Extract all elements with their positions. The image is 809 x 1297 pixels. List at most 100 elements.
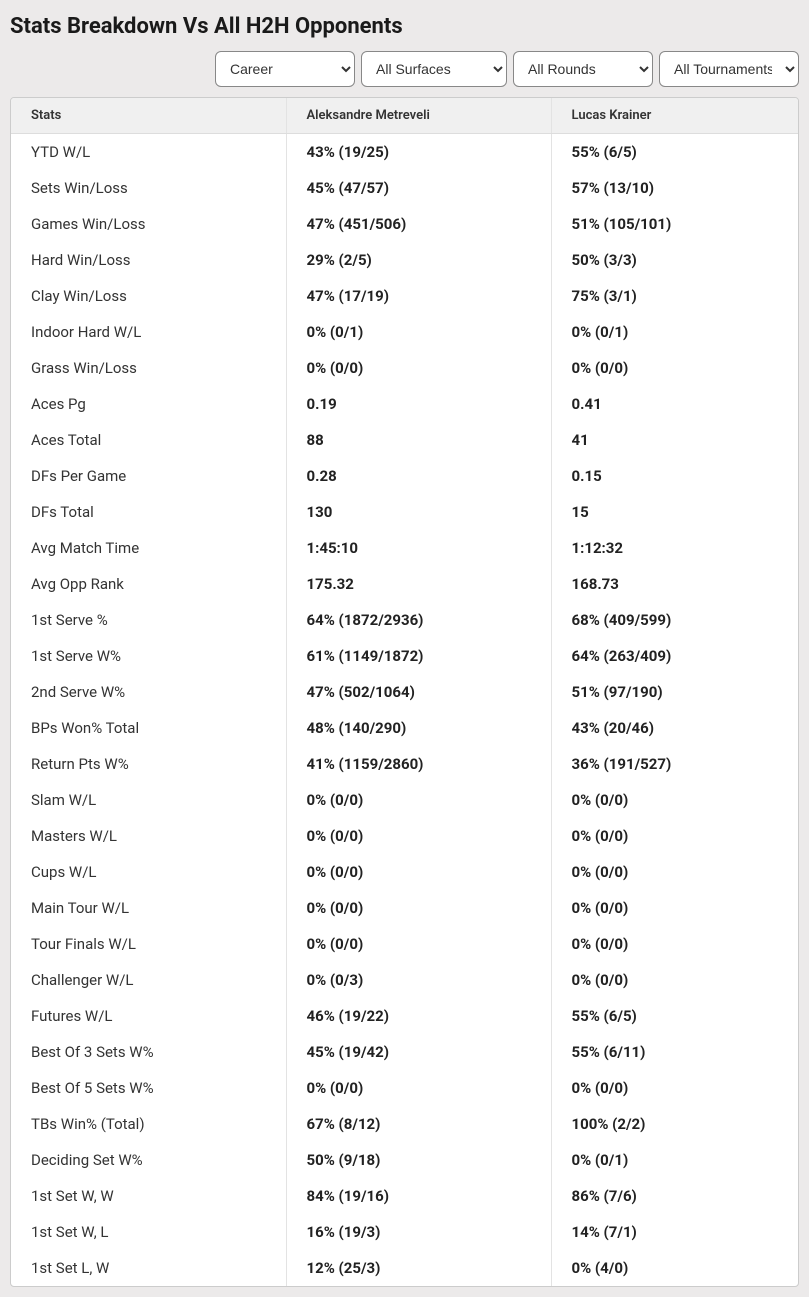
player2-value: 0% (0/0): [551, 1070, 798, 1106]
player1-value: 46% (19/22): [286, 998, 551, 1034]
player2-value: 100% (2/2): [551, 1106, 798, 1142]
player1-value: 47% (17/19): [286, 278, 551, 314]
table-row: 1st Set L, W12% (25/3)0% (4/0): [11, 1250, 798, 1286]
player2-value: 55% (6/5): [551, 998, 798, 1034]
table-row: Aces Total8841: [11, 422, 798, 458]
stat-label: Grass Win/Loss: [11, 350, 286, 386]
player2-value: 0% (0/1): [551, 1142, 798, 1178]
stat-label: 2nd Serve W%: [11, 674, 286, 710]
table-row: YTD W/L43% (19/25)55% (6/5): [11, 134, 798, 171]
table-row: Tour Finals W/L0% (0/0)0% (0/0): [11, 926, 798, 962]
player1-value: 1:45:10: [286, 530, 551, 566]
stat-label: 1st Serve W%: [11, 638, 286, 674]
stat-label: Aces Total: [11, 422, 286, 458]
player1-value: 64% (1872/2936): [286, 602, 551, 638]
player1-value: 50% (9/18): [286, 1142, 551, 1178]
table-row: Aces Pg0.190.41: [11, 386, 798, 422]
stat-label: Futures W/L: [11, 998, 286, 1034]
table-row: Best Of 3 Sets W%45% (19/42)55% (6/11): [11, 1034, 798, 1070]
stat-label: Challenger W/L: [11, 962, 286, 998]
player1-value: 0% (0/1): [286, 314, 551, 350]
player1-value: 88: [286, 422, 551, 458]
stat-label: 1st Serve %: [11, 602, 286, 638]
stat-label: Tour Finals W/L: [11, 926, 286, 962]
player1-value: 43% (19/25): [286, 134, 551, 171]
page-title: Stats Breakdown Vs All H2H Opponents: [10, 14, 799, 39]
player1-value: 0% (0/3): [286, 962, 551, 998]
player1-value: 0% (0/0): [286, 818, 551, 854]
filter-surface[interactable]: All Surfaces: [361, 51, 507, 87]
player2-value: 86% (7/6): [551, 1178, 798, 1214]
table-row: Best Of 5 Sets W%0% (0/0)0% (0/0): [11, 1070, 798, 1106]
stat-label: Best Of 5 Sets W%: [11, 1070, 286, 1106]
stat-label: 1st Set W, W: [11, 1178, 286, 1214]
player1-value: 0% (0/0): [286, 1070, 551, 1106]
stat-label: Sets Win/Loss: [11, 170, 286, 206]
table-row: 2nd Serve W%47% (502/1064)51% (97/190): [11, 674, 798, 710]
player1-value: 41% (1159/2860): [286, 746, 551, 782]
player1-value: 0.19: [286, 386, 551, 422]
player1-value: 130: [286, 494, 551, 530]
table-row: 1st Set W, W84% (19/16)86% (7/6): [11, 1178, 798, 1214]
filter-tournament[interactable]: All Tournaments: [659, 51, 799, 87]
table-row: Return Pts W%41% (1159/2860)36% (191/527…: [11, 746, 798, 782]
player2-value: 0% (0/0): [551, 926, 798, 962]
player1-value: 0.28: [286, 458, 551, 494]
stat-label: Indoor Hard W/L: [11, 314, 286, 350]
table-row: Challenger W/L0% (0/3)0% (0/0): [11, 962, 798, 998]
table-row: 1st Serve W%61% (1149/1872)64% (263/409): [11, 638, 798, 674]
player2-value: 0% (0/0): [551, 350, 798, 386]
player2-value: 55% (6/5): [551, 134, 798, 171]
stat-label: Games Win/Loss: [11, 206, 286, 242]
player1-value: 0% (0/0): [286, 782, 551, 818]
player2-value: 51% (97/190): [551, 674, 798, 710]
stat-label: Slam W/L: [11, 782, 286, 818]
table-row: Indoor Hard W/L0% (0/1)0% (0/1): [11, 314, 798, 350]
filter-round[interactable]: All Rounds: [513, 51, 653, 87]
player2-value: 168.73: [551, 566, 798, 602]
player1-value: 48% (140/290): [286, 710, 551, 746]
table-row: Grass Win/Loss0% (0/0)0% (0/0): [11, 350, 798, 386]
table-row: Avg Match Time1:45:101:12:32: [11, 530, 798, 566]
player2-value: 1:12:32: [551, 530, 798, 566]
stats-table: Stats Aleksandre Metreveli Lucas Krainer…: [11, 98, 798, 1286]
player2-value: 41: [551, 422, 798, 458]
table-row: Sets Win/Loss45% (47/57)57% (13/10): [11, 170, 798, 206]
player1-value: 175.32: [286, 566, 551, 602]
stat-label: 1st Set L, W: [11, 1250, 286, 1286]
stat-label: Aces Pg: [11, 386, 286, 422]
table-row: Clay Win/Loss47% (17/19)75% (3/1): [11, 278, 798, 314]
player2-value: 0.15: [551, 458, 798, 494]
table-row: Avg Opp Rank175.32168.73: [11, 566, 798, 602]
col-header-stats: Stats: [11, 98, 286, 134]
player2-value: 0% (4/0): [551, 1250, 798, 1286]
player2-value: 43% (20/46): [551, 710, 798, 746]
table-row: 1st Serve %64% (1872/2936)68% (409/599): [11, 602, 798, 638]
player1-value: 67% (8/12): [286, 1106, 551, 1142]
table-row: Main Tour W/L0% (0/0)0% (0/0): [11, 890, 798, 926]
filter-period[interactable]: Career: [215, 51, 355, 87]
stat-label: DFs Per Game: [11, 458, 286, 494]
table-row: DFs Per Game0.280.15: [11, 458, 798, 494]
table-row: Cups W/L0% (0/0)0% (0/0): [11, 854, 798, 890]
stat-label: Hard Win/Loss: [11, 242, 286, 278]
stats-table-container: Stats Aleksandre Metreveli Lucas Krainer…: [10, 97, 799, 1287]
player1-value: 16% (19/3): [286, 1214, 551, 1250]
player1-value: 45% (47/57): [286, 170, 551, 206]
player1-value: 47% (502/1064): [286, 674, 551, 710]
stat-label: BPs Won% Total: [11, 710, 286, 746]
player2-value: 36% (191/527): [551, 746, 798, 782]
table-row: Games Win/Loss47% (451/506)51% (105/101): [11, 206, 798, 242]
col-header-player2: Lucas Krainer: [551, 98, 798, 134]
player2-value: 0% (0/1): [551, 314, 798, 350]
stat-label: Avg Opp Rank: [11, 566, 286, 602]
table-row: Futures W/L46% (19/22)55% (6/5): [11, 998, 798, 1034]
player1-value: 12% (25/3): [286, 1250, 551, 1286]
player1-value: 0% (0/0): [286, 854, 551, 890]
player2-value: 50% (3/3): [551, 242, 798, 278]
player2-value: 0% (0/0): [551, 854, 798, 890]
player1-value: 84% (19/16): [286, 1178, 551, 1214]
table-row: TBs Win% (Total)67% (8/12)100% (2/2): [11, 1106, 798, 1142]
stat-label: TBs Win% (Total): [11, 1106, 286, 1142]
stat-label: Return Pts W%: [11, 746, 286, 782]
